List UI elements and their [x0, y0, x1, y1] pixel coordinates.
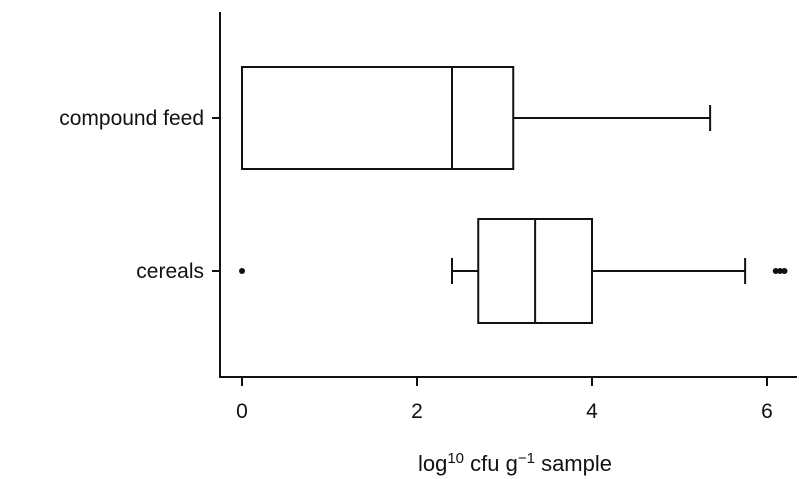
x-axis-title-middle: cfu g	[464, 451, 518, 476]
x-axis-title-suffix: sample	[535, 451, 612, 476]
x-axis-title: log10 cfu g−1 sample	[418, 450, 612, 476]
box-compound-feed	[241, 66, 712, 170]
axes	[219, 12, 797, 378]
x-tick-label: 2	[411, 400, 423, 423]
outlier-point	[772, 268, 779, 274]
outlier-point	[781, 268, 788, 274]
outlier-point	[239, 268, 245, 274]
x-tick-label: 4	[586, 400, 598, 423]
iqr-box	[241, 66, 515, 170]
x-tick-label: 0	[236, 400, 248, 423]
x-axis-title-prefix: log	[418, 451, 447, 476]
box-cereals	[239, 218, 788, 324]
x-tick-label: 6	[761, 400, 773, 423]
x-ticks: 0 2 4 6	[236, 377, 773, 423]
category-label: cereals	[136, 260, 204, 283]
boxes	[239, 66, 788, 324]
x-axis-title-superscript: 10	[447, 450, 464, 467]
x-axis-title-superscript2: −1	[518, 450, 535, 467]
y-categories: compound feed cereals	[59, 107, 220, 283]
category-label: compound feed	[59, 107, 204, 130]
outlier-point	[777, 268, 784, 274]
